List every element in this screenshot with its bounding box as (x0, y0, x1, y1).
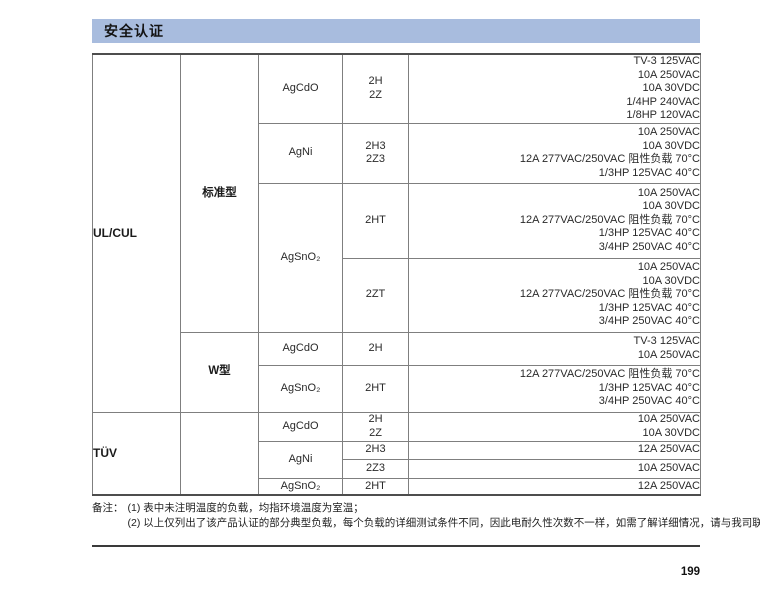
cert-cell: UL/CUL (92, 53, 181, 413)
type-cell: W型 (180, 331, 259, 413)
table-row: AgNi 2H3 2Z3 10A 250VAC 10A 30VDC 12A 27… (93, 122, 701, 184)
code-cell: 2HT (342, 182, 409, 259)
code-cell: 2Z3 (342, 458, 409, 479)
material-cell: AgNi (258, 122, 343, 184)
footnotes: 备注： (1) 表中未注明温度的负载，均指环境温度为室温； (2) 以上仅列出了… (92, 501, 760, 531)
footnote-items: (1) 表中未注明温度的负载，均指环境温度为室温； (2) 以上仅列出了该产品认… (128, 501, 760, 531)
material-cell: AgCdO (258, 53, 343, 124)
code-cell: 2H 2Z (342, 411, 409, 442)
material-cell: AgSnO₂ (258, 477, 343, 496)
ratings-cell: 10A 250VAC 10A 30VDC 12A 277VAC/250VAC 阻… (408, 257, 701, 333)
ratings-cell: TV-3 125VAC 10A 250VAC 10A 30VDC 1/4HP 2… (408, 53, 701, 124)
ratings-cell: 12A 250VAC (408, 477, 701, 496)
code-cell: 2ZT (342, 257, 409, 333)
ratings-cell: 10A 250VAC 10A 30VDC 12A 277VAC/250VAC 阻… (408, 122, 701, 184)
ratings-cell: TV-3 125VAC 10A 250VAC (408, 331, 701, 366)
certification-table: UL/CUL 标准型 AgCdO 2H 2Z TV-3 125VAC 10A 2… (92, 53, 701, 496)
code-cell: 2H3 2Z3 (342, 122, 409, 184)
material-cell: AgSnO₂ (258, 182, 343, 333)
ratings-cell: 10A 250VAC 10A 30VDC (408, 411, 701, 442)
code-cell: 2H (342, 331, 409, 366)
material-cell: AgCdO (258, 411, 343, 442)
page-title: 安全认证 (104, 23, 164, 39)
table-row: TÜV AgCdO 2H 2Z 10A 250VAC 10A 30VDC (92, 411, 701, 496)
code-cell: 2HT (342, 477, 409, 496)
footnote-item-1: (1) 表中未注明温度的负载，均指环境温度为室温； (127, 502, 364, 514)
ratings-cell: 10A 250VAC 10A 30VDC 12A 277VAC/250VAC 阻… (408, 182, 701, 259)
section-title-bar: 安全认证 (92, 19, 700, 43)
ratings-cell: 12A 277VAC/250VAC 阻性负载 70°C 1/3HP 125VAC… (408, 364, 701, 413)
code-cell: 2HT (342, 364, 409, 413)
ratings-cell: 10A 250VAC (408, 458, 701, 479)
table-row: 2ZT 10A 250VAC 10A 30VDC 12A 277VAC/250V… (93, 257, 701, 333)
material-cell: AgNi (258, 440, 343, 479)
page-bottom-rule (92, 545, 700, 547)
cert-cell: TÜV (92, 411, 181, 496)
ratings-cell: 12A 250VAC (408, 440, 701, 460)
page-number: 199 (680, 566, 700, 578)
table-row: AgSnO₂ 2HT 10A 250VAC 10A 30VDC 12A 277V… (93, 182, 701, 333)
table-row: UL/CUL 标准型 AgCdO 2H 2Z TV-3 125VAC 10A 2… (92, 53, 701, 413)
code-cell: 2H3 (342, 440, 409, 460)
footnote-item-2: (2) 以上仅列出了该产品认证的部分典型负载，每个负载的详细测试条件不同，因此电… (127, 517, 760, 529)
type-cell: 标准型 (180, 53, 259, 333)
material-cell: AgSnO₂ (258, 364, 343, 413)
table-row: W型 AgCdO 2H TV-3 125VAC 10A 250VAC (93, 331, 701, 413)
code-cell: 2H 2Z (342, 53, 409, 124)
footnote-label: 备注： (92, 502, 124, 514)
material-cell: AgCdO (258, 331, 343, 366)
table-row: AgSnO₂ 2HT 12A 250VAC (93, 477, 701, 496)
type-cell-empty (180, 411, 259, 496)
